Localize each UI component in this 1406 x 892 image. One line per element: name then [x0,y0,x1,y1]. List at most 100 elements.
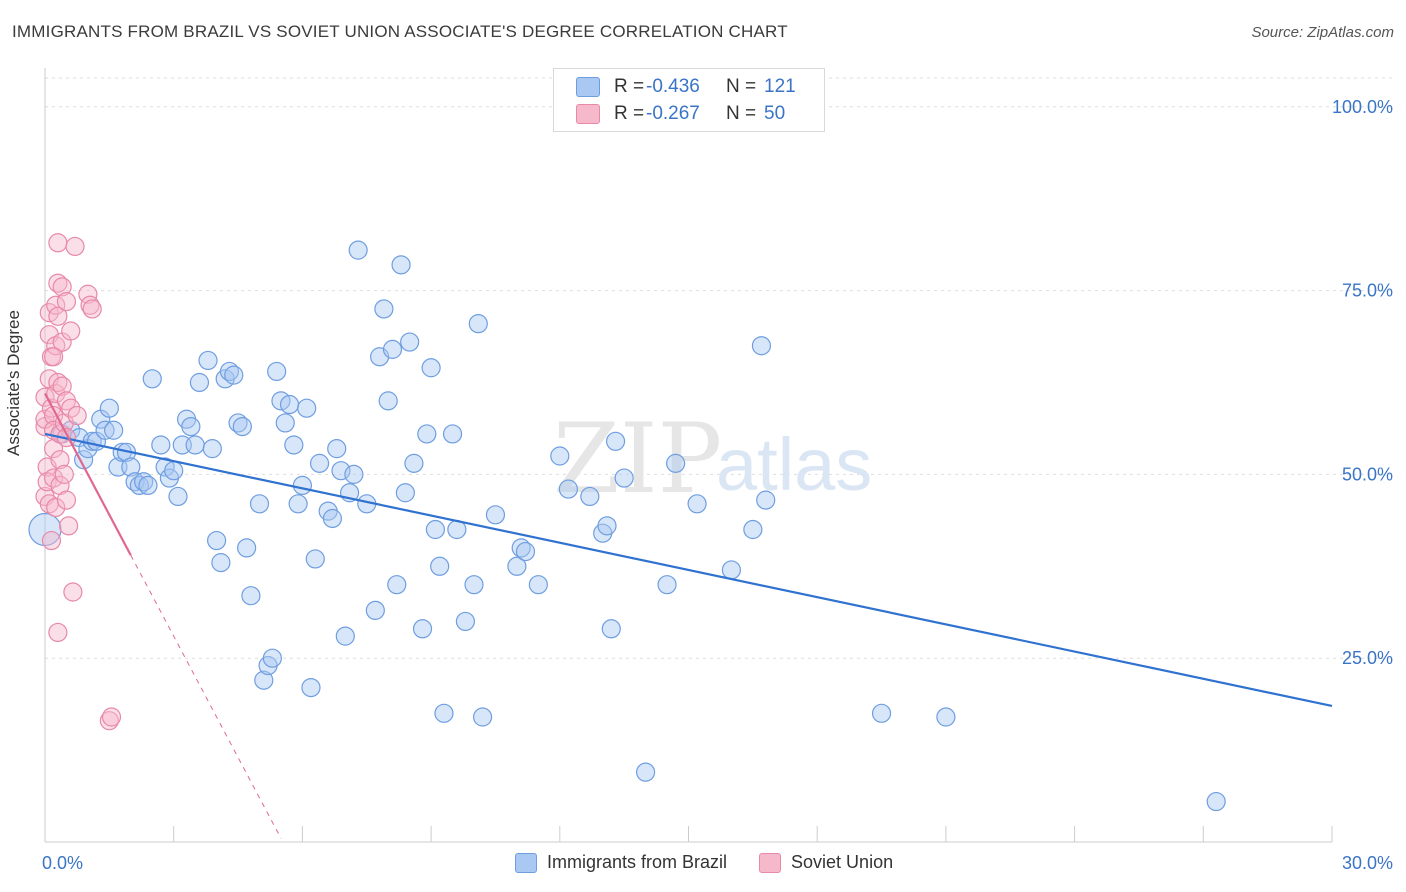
legend-n-label: N = [726,103,757,124]
data-point [558,479,578,499]
x-tick-label: 30.0% [1342,853,1393,873]
watermark-atlas: atlas [716,423,872,506]
data-point [168,486,188,507]
data-point [871,703,892,723]
data-points [28,233,1226,812]
data-point [936,707,956,727]
y-tick-label: 25.0% [1342,648,1393,668]
data-point [67,405,87,426]
data-point [48,306,68,326]
data-point [756,490,776,510]
data-point [267,361,287,382]
y-tick-label: 75.0% [1342,281,1393,301]
series-swatch-soviet [759,852,782,873]
legend-n-value: 50 [764,103,786,124]
data-point [657,575,677,595]
data-point [65,236,85,257]
data-point [241,586,261,606]
legend-n-value: 121 [764,76,796,97]
data-point [189,372,210,393]
data-point [425,519,445,540]
data-point [387,575,407,595]
data-point [279,394,300,415]
data-point [378,391,398,411]
data-point [421,358,441,378]
data-point [56,490,77,510]
data-point [327,439,347,459]
data-point [224,365,244,385]
data-point [207,530,227,551]
series-legend: Immigrants from Brazil Soviet Union [515,852,925,873]
series-label-brazil: Immigrants from Brazil [547,852,728,872]
data-point [751,336,772,356]
data-point [301,677,321,698]
data-point [138,475,158,496]
data-point [391,255,411,275]
legend-n-label: N = [726,76,757,97]
data-point [249,494,270,514]
data-point [43,468,64,488]
data-point [614,468,634,488]
data-point [121,457,141,477]
data-point [335,626,355,646]
data-point [61,398,81,418]
data-point [412,619,433,639]
data-point [52,277,72,297]
data-point [101,707,122,727]
legend-r-value: -0.436 [646,76,700,97]
legend-swatch-brazil [576,77,600,97]
data-point [164,461,184,481]
data-point [288,494,308,514]
data-point [292,475,312,496]
data-point [74,450,94,470]
x-tick-label: 0.0% [42,853,83,873]
series-legend-brazil: Immigrants from Brazil [515,852,727,873]
data-point [48,622,68,643]
data-point [666,453,686,473]
legend-swatch-soviet [576,104,600,124]
data-point [284,435,304,455]
data-point [550,446,570,466]
data-point [61,321,81,341]
data-point [254,670,274,690]
tick-labels: 25.0% 50.0% 75.0% 100.0% 0.0% 30.0% [42,97,1393,873]
data-point [181,416,201,437]
data-point [395,483,415,503]
legend-r-value: -0.267 [646,103,700,124]
axes [44,68,1333,843]
data-point [430,556,450,576]
data-point [605,431,626,451]
data-point [309,453,330,473]
data-point [455,611,476,632]
data-point [472,707,493,727]
data-point [46,497,66,518]
data-point [597,516,617,536]
data-point [365,600,385,621]
data-point [468,314,488,334]
data-point [528,575,548,595]
chart-title: IMMIGRANTS FROM BRAZIL VS SOVIET UNION A… [12,22,788,41]
y-tick-label: 100.0% [1332,97,1393,117]
data-point [151,435,171,455]
data-point [99,398,119,418]
data-point [41,530,62,551]
data-point [50,450,70,470]
correlation-legend: R = -0.436 N = 121 R = -0.267 N = 50 [553,68,825,132]
legend-r-label: R = [614,103,645,124]
data-point [322,508,343,529]
data-point [43,347,64,367]
data-point [198,350,218,371]
legend-r-label: R = [614,76,645,97]
series-legend-soviet: Soviet Union [759,852,893,873]
series-swatch-brazil [515,852,537,873]
data-point [142,369,162,389]
data-point [305,549,325,569]
data-point [743,519,763,540]
trend-line-extension [130,555,282,839]
data-point [297,398,317,418]
data-point [232,416,252,437]
data-point [185,435,205,455]
data-point [344,464,364,484]
data-point [374,299,394,319]
